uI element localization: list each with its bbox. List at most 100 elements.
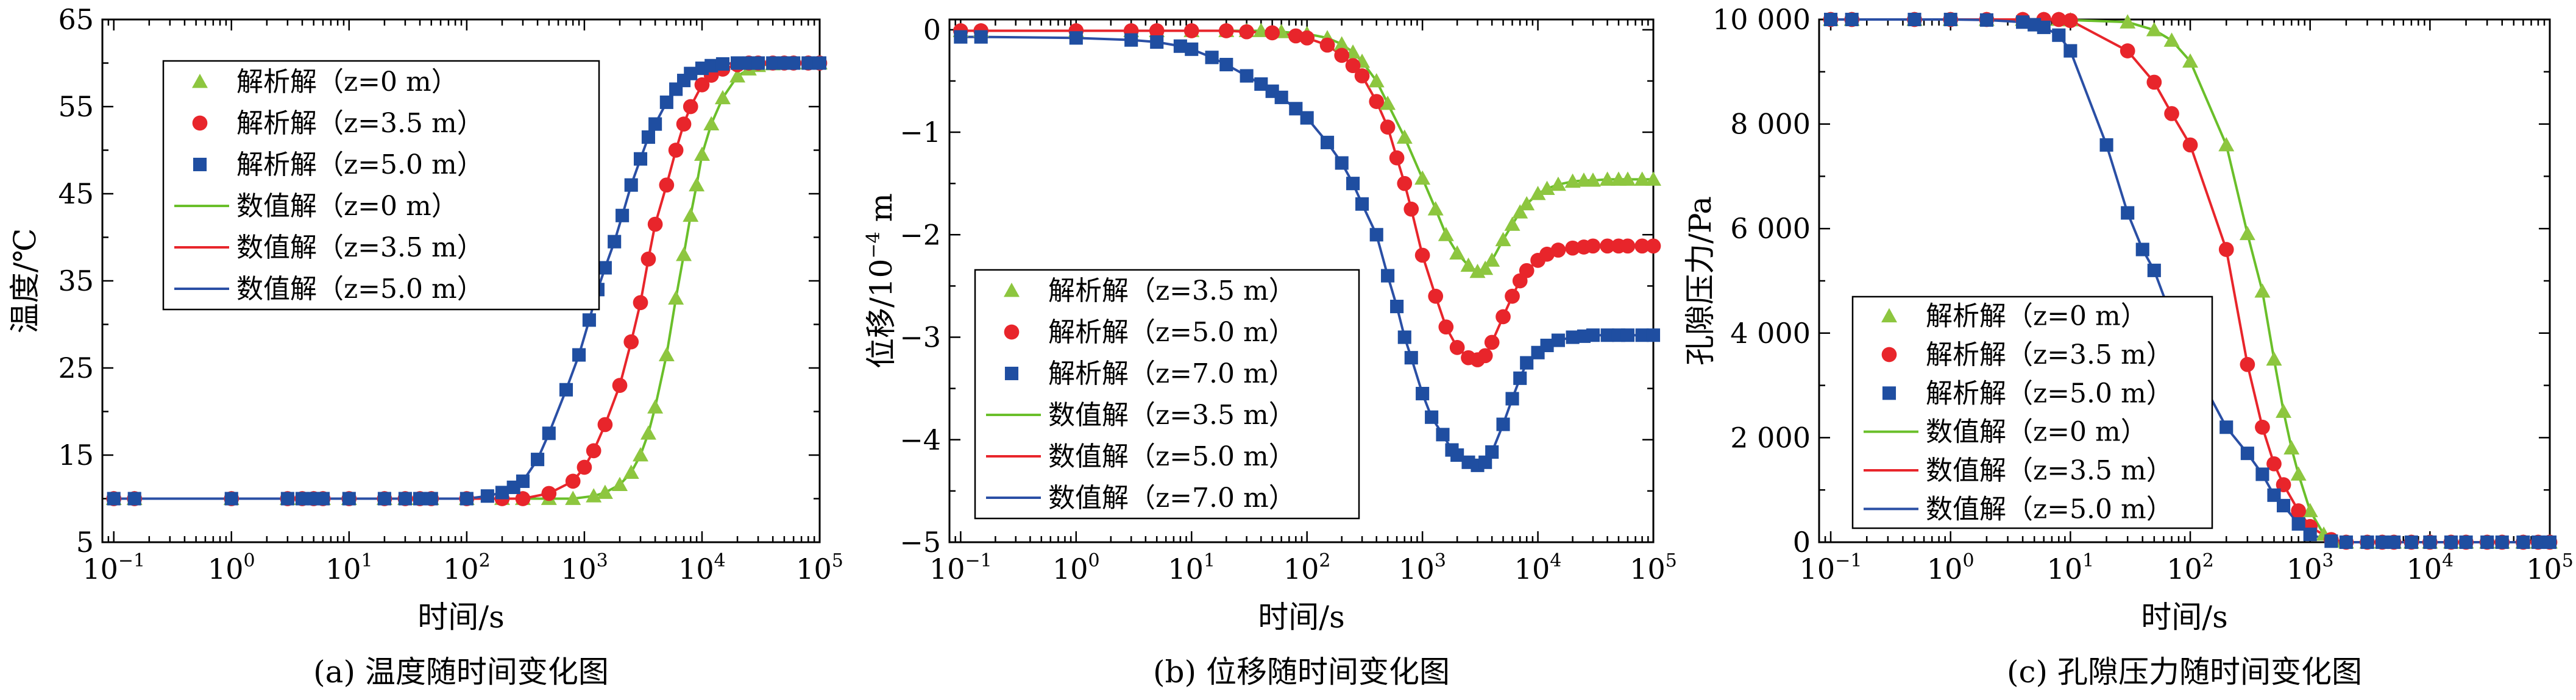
panel-caption: (b) 位移随时间变化图 [1153,654,1450,690]
x-tick-base: 10 [1283,553,1319,585]
data-point [1397,175,1413,191]
data-point [480,489,494,503]
chart-panel-b: 10−1 100 101 102 103 104 1050−1−2−3−4−5时间/s位移/… [863,13,1677,690]
data-point [2255,467,2269,481]
data-point [2266,456,2282,472]
data-point [1346,177,1360,191]
x-tick-exponent: −1 [118,550,145,571]
data-point [1634,171,1650,186]
x-tick-exponent: 3 [1435,550,1446,571]
data-point [1380,119,1396,135]
y-tick-label: −1 [899,116,941,149]
legend-label: 解析解（z=3.5 m） [1926,339,2173,370]
data-point [1564,173,1581,188]
data-point [597,417,613,433]
data-point [1519,196,1535,211]
data-point [624,178,638,192]
data-point [398,492,412,506]
data-point [1645,238,1661,254]
data-point [668,143,684,158]
data-point [641,130,655,144]
data-point [1505,392,1519,406]
data-point [2459,535,2473,550]
data-point [1600,238,1615,254]
data-point [377,492,391,506]
data-point [1390,300,1404,314]
data-point [280,492,294,506]
x-tick-exponent: 2 [479,550,491,571]
legend-label: 数值解（z=3.5 m） [236,232,484,263]
data-point [1436,428,1450,442]
data-point [2267,488,2281,502]
y-tick-label: 0 [1793,526,1811,559]
data-point [1496,417,1510,431]
data-point [1205,51,1219,65]
data-point [1069,31,1083,45]
data-point [1150,35,1164,49]
data-point [2516,535,2530,550]
data-point [342,492,356,506]
x-tick-base: 10 [929,553,965,585]
data-point [572,348,586,362]
panel-caption: (c) 孔隙压力随时间变化图 [2007,654,2362,690]
data-point [1634,238,1650,254]
x-axis-label: 时间/s [2141,599,2228,635]
data-point [2147,263,2161,277]
legend-label: 解析解（z=7.0 m） [1048,358,1296,389]
y-tick-label: 4 000 [1730,317,1811,350]
x-tick-exponent: 2 [1319,550,1330,571]
data-point [1513,371,1527,385]
legend: 解析解（z=3.5 m） 解析解（z=5.0 m） 解析解（z=7.0 m） 数值解（… [974,269,1360,520]
data-point [127,492,141,506]
x-tick-label: 103 [2287,550,2334,585]
x-tick-label: 101 [2047,550,2095,585]
data-point [2037,20,2051,34]
x-tick-label: 105 [1630,550,1677,585]
y-tick-label: 15 [58,439,94,472]
data-point [2360,535,2374,550]
data-point [1496,309,1511,325]
legend: 解析解（z=0 m） 解析解（z=3.5 m） 解析解（z=5.0 m） 数值解（z=… [1851,295,2213,529]
legend-label: 数值解（z=5.0 m） [236,274,484,305]
data-point [1645,171,1661,186]
data-point [2276,403,2292,418]
data-point [586,443,601,459]
data-point [647,216,663,232]
data-point [1414,247,1430,263]
data-point [1586,328,1600,342]
data-point [684,66,698,80]
data-point [683,99,698,115]
data-point [515,491,531,506]
data-point [1505,288,1520,304]
legend-box [162,60,600,311]
data-point [715,57,729,71]
data-point [2277,498,2291,512]
data-point [812,56,827,70]
data-point [974,30,988,44]
data-point [668,290,684,305]
data-point [1845,12,1859,27]
y-tick-label: −3 [899,321,941,354]
data-point [1185,42,1199,56]
data-point [2016,15,2030,29]
legend-label: 数值解（z=5.0 m） [1048,441,1296,472]
x-tick-base: 10 [2166,553,2202,585]
data-point [1477,348,1493,364]
x-tick-exponent: 1 [1204,550,1215,571]
x-tick-label: 10−1 [1800,550,1862,585]
legend-marker [192,74,208,88]
data-point [1319,37,1335,53]
data-point [295,492,310,506]
legend-marker [1881,347,1897,362]
data-point [612,378,628,393]
data-point [2219,420,2234,434]
y-tick-label: 55 [58,90,94,123]
legend-label: 解析解（z=0 m） [1926,301,2148,332]
data-point [1520,356,1534,370]
x-tick-base: 10 [2526,553,2562,585]
data-point [1173,39,1187,53]
x-tick-exponent: 3 [2322,550,2333,571]
x-tick-exponent: 2 [2202,550,2214,571]
data-point [1218,23,1234,38]
data-point [531,453,545,467]
